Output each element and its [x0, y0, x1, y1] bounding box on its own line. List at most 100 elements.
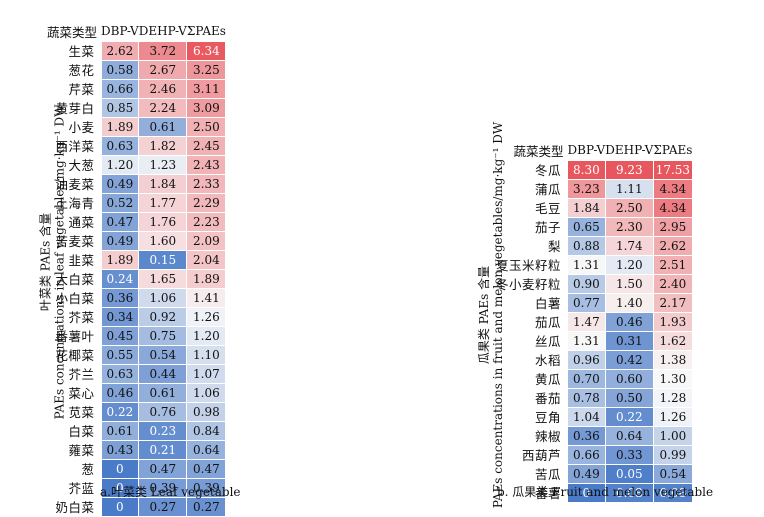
heatmap-cell: 0.31: [604, 330, 654, 351]
heatmap-cell: 2.23: [186, 211, 227, 232]
heatmap-cell: 0.45: [100, 325, 140, 346]
heatmap-cell: 1.38: [652, 349, 693, 370]
heatmap-cell: 1.31: [567, 254, 606, 275]
heatmap-cell: 0.15: [138, 249, 188, 270]
corner-label: 蔬菜类型: [513, 144, 564, 159]
heatmap-cell: 0.64: [604, 425, 654, 446]
heatmap-cell: 0.21: [138, 439, 188, 460]
heatmap-cell: 0.61: [100, 420, 140, 441]
row-label: 大葱: [68, 158, 95, 173]
heatmap-row: 豆角 1.04 0.22 1.26: [496, 406, 693, 427]
heatmap-cell: 0.66: [100, 78, 140, 99]
heatmap-cell: 3.72: [138, 40, 188, 61]
heatmap-cell: 1.77: [138, 192, 188, 213]
row-label: 茄子: [535, 220, 562, 235]
caption-leaf: a.叶菜类 Leaf vegetable: [100, 485, 241, 499]
heatmap-cell: 0.49: [100, 230, 140, 251]
row-label: 水稻: [535, 353, 562, 368]
row-label: 梨: [548, 239, 562, 254]
row-label: 蕹菜: [68, 443, 95, 458]
heatmap-cell: 0.08: [652, 482, 693, 503]
heatmap-cell: 1.26: [186, 306, 227, 327]
heatmap-cell: 0.76: [138, 401, 188, 422]
heatmap-cell: 1.74: [604, 235, 654, 256]
row-label: 芥兰: [68, 367, 95, 382]
heatmap-cell: 1.04: [567, 406, 606, 427]
heatmap-cell: 0.22: [604, 406, 654, 427]
heatmap-cell: 0.49: [567, 463, 606, 484]
heatmap-cell: 0: [100, 458, 140, 479]
heatmap-row: 油麦菜 0.49 1.84 2.33: [47, 173, 227, 194]
heatmap-cell: 2.46: [138, 78, 188, 99]
heatmap-row: 水稻 0.96 0.42 1.38: [496, 349, 693, 370]
heatmap-cell: 0.96: [567, 349, 606, 370]
heatmap-cell: 6.34: [186, 40, 227, 61]
heatmap-row: 白菜 0.61 0.23 0.84: [47, 420, 227, 441]
heatmap-cell: 0.61: [138, 116, 188, 137]
row-label: 茄瓜: [535, 315, 562, 330]
row-label: 豆角: [535, 410, 562, 425]
heatmap-cell: 1.93: [652, 311, 693, 332]
heatmap-row: 黄瓜 0.70 0.60 1.30: [496, 368, 693, 389]
heatmap-row: 苦瓜 0.49 0.05 0.54: [496, 463, 693, 484]
heatmap-cell: 0.23: [138, 420, 188, 441]
y-axis-label-fruit-cn: 瓜果类 PAEs 含量: [477, 265, 492, 365]
heatmap-cell: 0.75: [138, 325, 188, 346]
heatmap-cell: 1.11: [604, 178, 654, 199]
column-header: ΣPAEs: [186, 24, 226, 39]
row-label: 夏玉米籽粒: [496, 258, 562, 273]
heatmap-cell: 3.23: [567, 178, 606, 199]
heatmap-cell: 1.30: [652, 368, 693, 389]
heatmap-cell: 0.78: [567, 387, 606, 408]
row-label: 西葫芦: [522, 448, 562, 463]
heatmap-row: 蕹菜 0.43 0.21 0.64: [47, 439, 227, 460]
row-label: 大白菜: [55, 272, 95, 287]
heatmap-cell: 1.06: [138, 287, 188, 308]
heatmap-cell: 1.00: [652, 425, 693, 446]
heatmap-cell: 1.40: [604, 292, 654, 313]
heatmap-cell: 1.65: [138, 268, 188, 289]
heatmap-cell: 0.50: [604, 387, 654, 408]
row-label: 冬小麦籽粒: [496, 277, 562, 292]
row-label: 蒲瓜: [535, 182, 562, 197]
row-label: 黄芽白: [55, 101, 95, 116]
row-label: 黄瓜: [535, 372, 562, 387]
row-label: 辣椒: [535, 429, 562, 444]
row-label: 毛豆: [535, 201, 562, 216]
heatmap-cell: 2.45: [186, 135, 227, 156]
column-header: ΣPAEs: [653, 143, 693, 158]
heatmap-cell: 0.88: [567, 235, 606, 256]
heatmap-cell: 0.98: [186, 401, 227, 422]
heatmap-cell: 0.90: [567, 273, 606, 294]
heatmap-row: 西洋菜 0.63 1.82 2.45: [47, 135, 227, 156]
heatmap-cell: 2.30: [604, 216, 654, 237]
heatmap-cell: 3.25: [186, 59, 227, 80]
heatmap-cell: 1.41: [186, 287, 227, 308]
heatmap-cell: 0.36: [100, 287, 140, 308]
heatmap-cell: 0.64: [186, 439, 227, 460]
row-label: 白薯: [535, 296, 562, 311]
row-label: 菜心: [68, 386, 95, 401]
heatmap-cell: 2.62: [100, 40, 140, 61]
row-label: 番薯叶: [55, 329, 95, 344]
column-header: DBP-V: [101, 24, 139, 39]
row-label: 芹菜: [68, 82, 95, 97]
heatmap-cell: 1.76: [138, 211, 188, 232]
heatmap-row: 黄芽白 0.85 2.24 3.09: [47, 97, 227, 118]
heatmap-cell: 1.31: [567, 330, 606, 351]
heatmap-cell: 1.28: [652, 387, 693, 408]
row-label: 苦麦菜: [55, 234, 95, 249]
caption-fruit: b. 瓜果类 Fruit and melon vegetable: [497, 485, 714, 499]
heatmap-fruit-melon-vegetables: 蔬菜类型 DBP-V DEHP-V ΣPAEs 冬瓜 8.30 9.23 17.53 蒲瓜 3.2…: [496, 141, 693, 503]
heatmap-row: 梨 0.88 1.74 2.62: [496, 235, 693, 256]
row-label: 油麦菜: [55, 177, 95, 192]
heatmap-cell: 0.43: [100, 439, 140, 460]
heatmap-row: 茄子 0.65 2.30 2.95: [496, 216, 693, 237]
heatmap-row: 辣椒 0.36 0.64 1.00: [496, 425, 693, 446]
row-label: 葱花: [68, 63, 95, 78]
heatmap-row: 上海青 0.52 1.77 2.29: [47, 192, 227, 213]
heatmap-cell: 0.46: [604, 311, 654, 332]
heatmap-cell: 1.06: [186, 382, 227, 403]
heatmap-row: 番薯叶 0.45 0.75 1.20: [47, 325, 227, 346]
heatmap-cell: 0.47: [100, 211, 140, 232]
